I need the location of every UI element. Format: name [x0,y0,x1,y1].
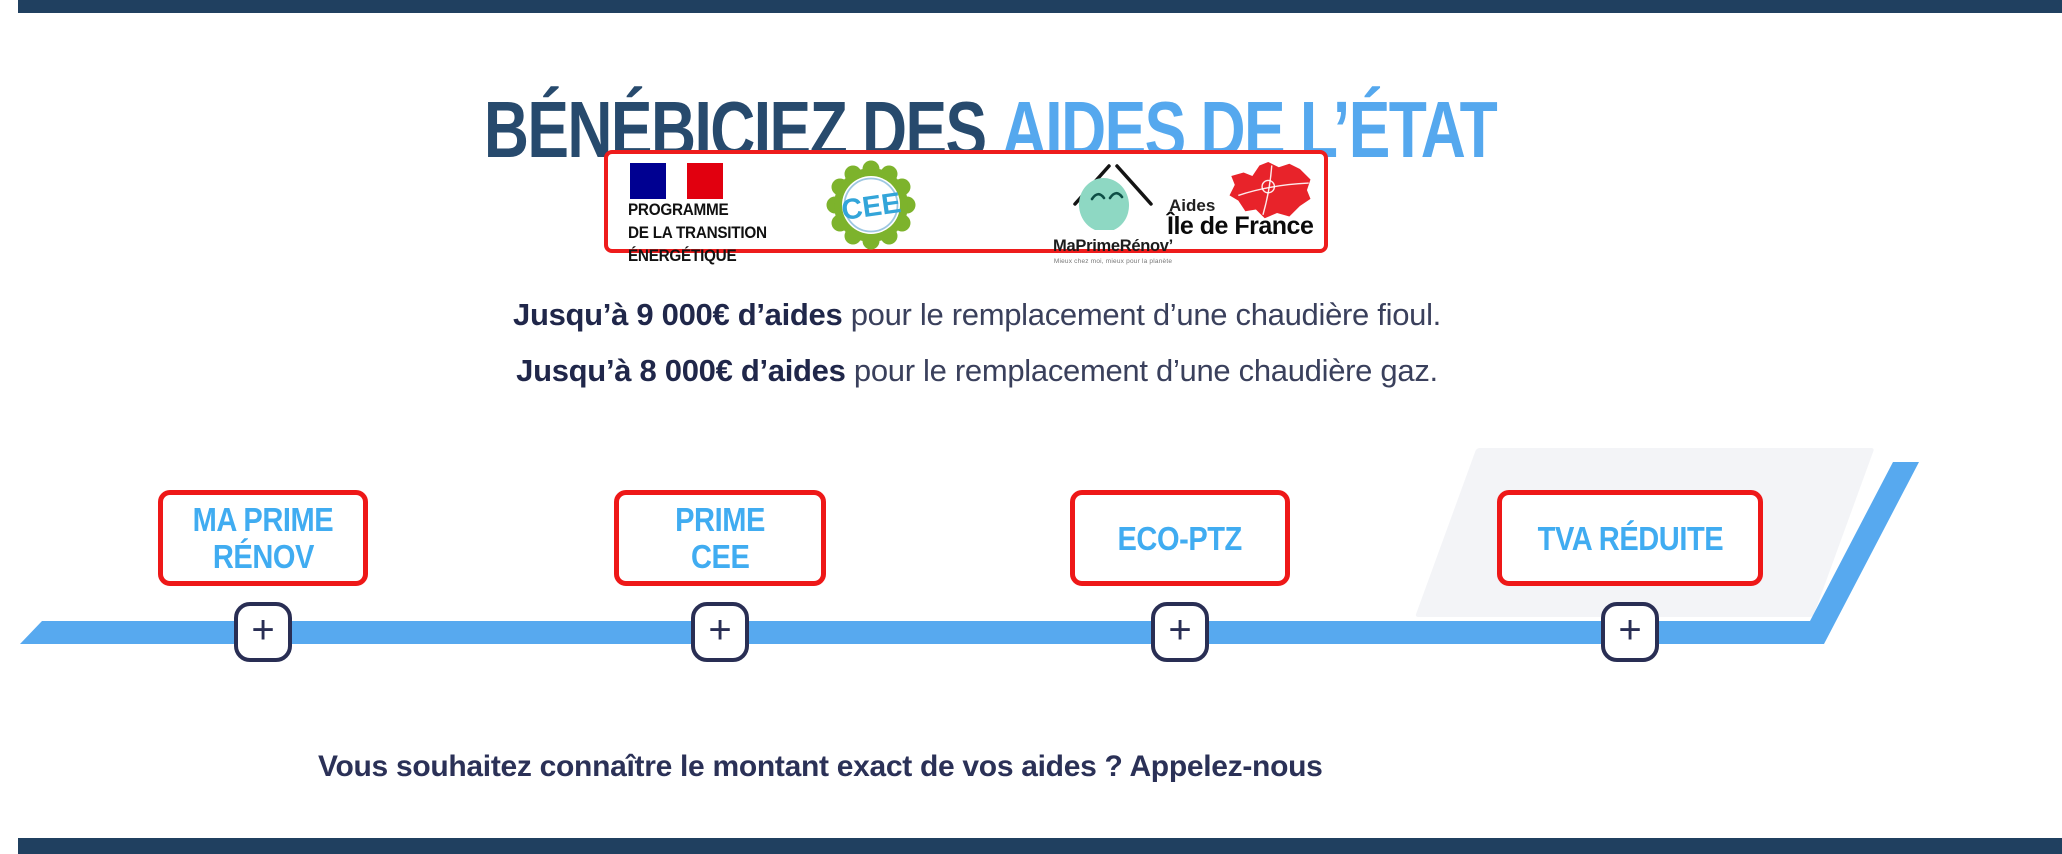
aid-label: TVA RÉDUITE [1537,519,1723,557]
aid-label: RÉNOV [212,538,314,575]
expand-button-prime-cee[interactable]: + [691,602,749,662]
french-flag-blue-square [630,163,666,199]
aid-label: CEE [690,538,750,575]
maprimerenov-house-icon [1073,164,1153,232]
benefit-line-fioul: Jusqu’à 9 000€ d’aides pour le remplacem… [0,296,1954,334]
aid-label: MA PRIME [192,501,334,538]
maprimerenov-label: MaPrimeRénov’ [1053,237,1173,255]
programme-line: PROGRAMME [628,200,729,219]
cee-seal-icon: CEE [826,160,916,250]
maprimerenov-logo: MaPrimeRénov’ Mieux chez moi, mieux pour… [1028,156,1198,265]
aid-label: PRIME [675,501,765,538]
aid-box-tva-reduite[interactable]: TVA RÉDUITE [1497,490,1763,586]
top-divider-bar [18,0,2062,13]
page-title: BÉNÉBICIEZ DES AIDES DE L’ÉTAT [218,84,1762,176]
timeline-arrow-bar [20,462,1919,644]
aid-box-eco-ptz[interactable]: ECO-PTZ [1070,490,1290,586]
programme-line: ÉNERGÉTIQUE [628,246,737,265]
benefit-line-gaz: Jusqu’à 8 000€ d’aides pour le remplacem… [0,352,1954,390]
benefit-amount: Jusqu’à 8 000€ d’aides [516,353,846,388]
expand-button-eco-ptz[interactable]: + [1151,602,1209,662]
ile-de-france-map-icon [1229,161,1311,219]
aid-label: ECO-PTZ [1117,519,1243,557]
ile-de-france-aides-label: Aides [1169,196,1216,215]
aid-box-prime-cee[interactable]: PRIME CEE [614,490,826,586]
expand-button-ma-prime-renov[interactable]: + [234,602,292,662]
benefit-lines: Jusqu’à 9 000€ d’aides pour le remplacem… [0,296,1954,408]
programme-line: DE LA TRANSITION [628,223,767,242]
cee-logo: CEE [826,160,916,250]
ile-de-france-name: Île de France [1167,212,1314,240]
benefit-text: pour le remplacement d’une chaudière gaz… [845,353,1438,388]
cta-text: Vous souhaitez connaître le montant exac… [318,750,1323,783]
programme-transition-energetique-logo: PROGRAMME DE LA TRANSITION ÉNERGÉTIQUE [628,198,767,267]
maprimerenov-tagline: Mieux chez moi, mieux pour la planète [1053,258,1173,265]
benefit-text: pour le remplacement d’une chaudière fio… [842,297,1442,332]
bottom-divider-bar [18,838,2062,854]
benefit-amount: Jusqu’à 9 000€ d’aides [513,297,843,332]
partner-logos-banner: PROGRAMME DE LA TRANSITION ÉNERGÉTIQUE C… [604,150,1328,265]
aid-box-ma-prime-renov[interactable]: MA PRIME RÉNOV [158,490,368,586]
expand-button-tva-reduite[interactable]: + [1601,602,1659,662]
french-flag-red-square [687,163,723,199]
